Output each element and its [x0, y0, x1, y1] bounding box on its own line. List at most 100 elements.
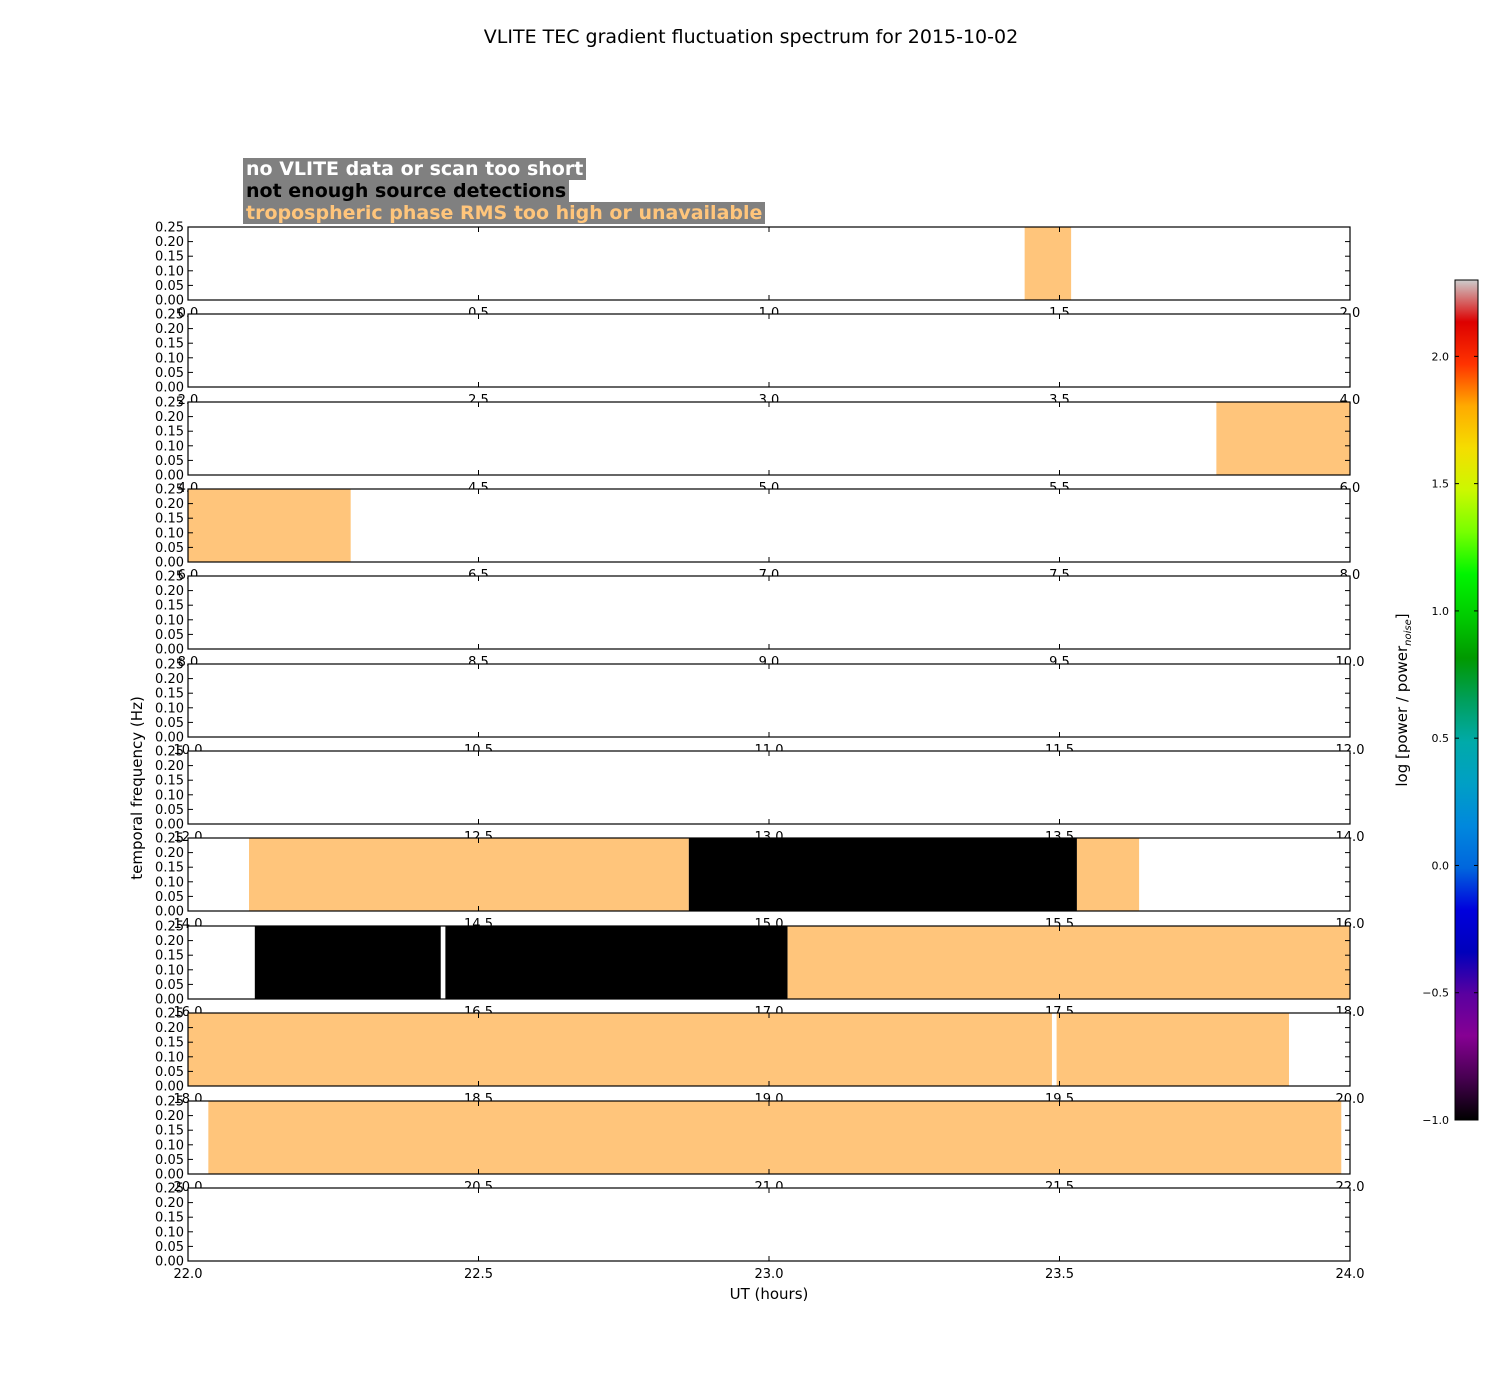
y-tick-label: 0.25 — [155, 308, 184, 323]
y-tick-label: 0.15 — [155, 774, 184, 789]
y-tick-label: 0.05 — [155, 803, 184, 818]
y-tick-label: 0.15 — [155, 1211, 184, 1226]
segment-tropospheric — [1076, 838, 1140, 911]
segment-tropospheric — [1024, 227, 1072, 300]
colorbar-tick-label: 2.0 — [1432, 350, 1450, 363]
colorbar-tick-label: 0.0 — [1432, 859, 1450, 872]
colorbar-tick-label: 0.5 — [1432, 732, 1450, 745]
panel-background — [188, 402, 1350, 475]
y-tick-label: 0.25 — [155, 483, 184, 498]
y-tick-label: 0.20 — [155, 584, 184, 599]
y-tick-label: 0.25 — [155, 396, 184, 411]
y-tick-label: 0.25 — [155, 832, 184, 847]
panel-stack: 0.000.050.100.150.200.250.00.51.01.52.00… — [155, 221, 1364, 1283]
y-tick-label: 0.20 — [155, 497, 184, 512]
segment-tropospheric — [1216, 402, 1350, 475]
colorbar-tick-label: −0.5 — [1422, 987, 1449, 1000]
y-tick-label: 0.20 — [155, 235, 184, 250]
y-tick-label: 0.10 — [155, 613, 184, 628]
segment-tropospheric — [249, 838, 689, 911]
y-axis-label: temporal frequency (Hz) — [128, 696, 146, 880]
panel-8: 0.000.050.100.150.200.2516.016.517.017.5… — [155, 920, 1364, 1021]
segment-tropospheric — [208, 1101, 1342, 1174]
y-tick-label: 0.00 — [155, 294, 184, 309]
y-tick-label: 0.25 — [155, 221, 184, 236]
y-tick-label: 0.00 — [155, 643, 184, 658]
colorbar-label-main: log [power / power — [1393, 645, 1411, 787]
y-tick-label: 0.10 — [155, 1138, 184, 1153]
panel-background — [188, 227, 1350, 300]
panel-background — [188, 489, 1350, 562]
y-tick-label: 0.25 — [155, 1182, 184, 1197]
panel-background — [188, 576, 1350, 649]
y-tick-label: 0.20 — [155, 1196, 184, 1211]
y-tick-label: 0.05 — [155, 454, 184, 469]
y-tick-label: 0.15 — [155, 687, 184, 702]
y-tick-label: 0.15 — [155, 1036, 184, 1051]
y-tick-label: 0.25 — [155, 1095, 184, 1110]
x-tick-label: 23.5 — [1045, 1267, 1074, 1282]
panel-1: 0.000.050.100.150.200.252.0 2.5 3.0 3.5 4.0 — [155, 308, 1360, 409]
y-tick-label: 0.05 — [155, 366, 184, 381]
y-tick-label: 0.05 — [155, 978, 184, 993]
y-tick-label: 0.20 — [155, 1021, 184, 1036]
y-tick-label: 0.10 — [155, 788, 184, 803]
y-tick-label: 0.00 — [155, 381, 184, 396]
y-tick-label: 0.15 — [155, 512, 184, 527]
y-tick-label: 0.20 — [155, 759, 184, 774]
colorbar-ticks: −1.0 −0.5 0.0 0.5 1.0 1.5 2.0 — [1422, 350, 1478, 1127]
panel-3: 0.000.050.100.150.200.256.06.57.07.58.0 — [155, 483, 1360, 584]
y-tick-label: 0.25 — [155, 570, 184, 585]
x-tick-label: 22.5 — [464, 1267, 493, 1282]
y-tick-label: 0.25 — [155, 745, 184, 760]
y-tick-label: 0.10 — [155, 875, 184, 890]
y-tick-label: 0.05 — [155, 1240, 184, 1255]
colorbar: −1.0 −0.5 0.0 0.5 1.0 1.5 2.0 log [power / pow… — [1393, 279, 1479, 1127]
y-tick-label: 0.10 — [155, 963, 184, 978]
y-tick-label: 0.00 — [155, 1080, 184, 1095]
panel-background — [188, 751, 1350, 824]
panel-5: 0.000.050.100.150.200.2510.010.511.011.5… — [155, 658, 1364, 759]
y-tick-label: 0.20 — [155, 1109, 184, 1124]
x-tick-label: 24.0 — [1336, 1267, 1365, 1282]
legend-entry-no-detections: not enough source detections — [243, 180, 570, 202]
y-tick-label: 0.05 — [155, 279, 184, 294]
y-tick-label: 0.15 — [155, 250, 184, 265]
y-tick-label: 0.25 — [155, 920, 184, 935]
y-tick-label: 0.10 — [155, 1225, 184, 1240]
segment-no_detections — [688, 838, 1077, 911]
y-tick-label: 0.20 — [155, 322, 184, 337]
y-tick-label: 0.20 — [155, 672, 184, 687]
y-tick-label: 0.15 — [155, 599, 184, 614]
y-tick-label: 0.05 — [155, 1065, 184, 1080]
y-tick-label: 0.00 — [155, 818, 184, 833]
colorbar-label-end: ] — [1393, 613, 1411, 619]
x-axis-label: UT (hours) — [730, 1285, 809, 1303]
segment-no_detections — [254, 926, 441, 999]
y-tick-label: 0.10 — [155, 439, 184, 454]
panel-background — [188, 664, 1350, 737]
y-tick-label: 0.00 — [155, 731, 184, 746]
y-tick-label: 0.00 — [155, 469, 184, 484]
legend-entry-tropospheric: tropospheric phase RMS too high or unava… — [243, 202, 766, 224]
segment-tropospheric — [1056, 1013, 1289, 1086]
y-tick-label: 0.05 — [155, 541, 184, 556]
colorbar-gradient — [1454, 279, 1479, 1121]
y-tick-label: 0.05 — [155, 628, 184, 643]
panel-0: 0.000.050.100.150.200.250.00.51.01.52.0 — [155, 221, 1360, 322]
colorbar-tick-label: 1.0 — [1432, 605, 1450, 618]
legend-entry-no-data: no VLITE data or scan too short — [243, 158, 587, 180]
y-tick-label: 0.10 — [155, 1050, 184, 1065]
y-tick-label: 0.15 — [155, 861, 184, 876]
x-tick-label: 22.0 — [174, 1267, 203, 1282]
y-tick-label: 0.20 — [155, 934, 184, 949]
y-tick-label: 0.20 — [155, 410, 184, 425]
panel-10: 0.000.050.100.150.200.2520.020.521.021.5… — [155, 1095, 1364, 1196]
y-tick-label: 0.10 — [155, 351, 184, 366]
panel-11: 0.000.050.100.150.200.25 22.0 22.5 23.0 23.5… — [155, 1182, 1364, 1283]
segment-tropospheric — [188, 489, 351, 562]
y-tick-label: 0.10 — [155, 701, 184, 716]
panel-6: 0.000.050.100.150.200.2512.012.513.013.5… — [155, 745, 1364, 846]
